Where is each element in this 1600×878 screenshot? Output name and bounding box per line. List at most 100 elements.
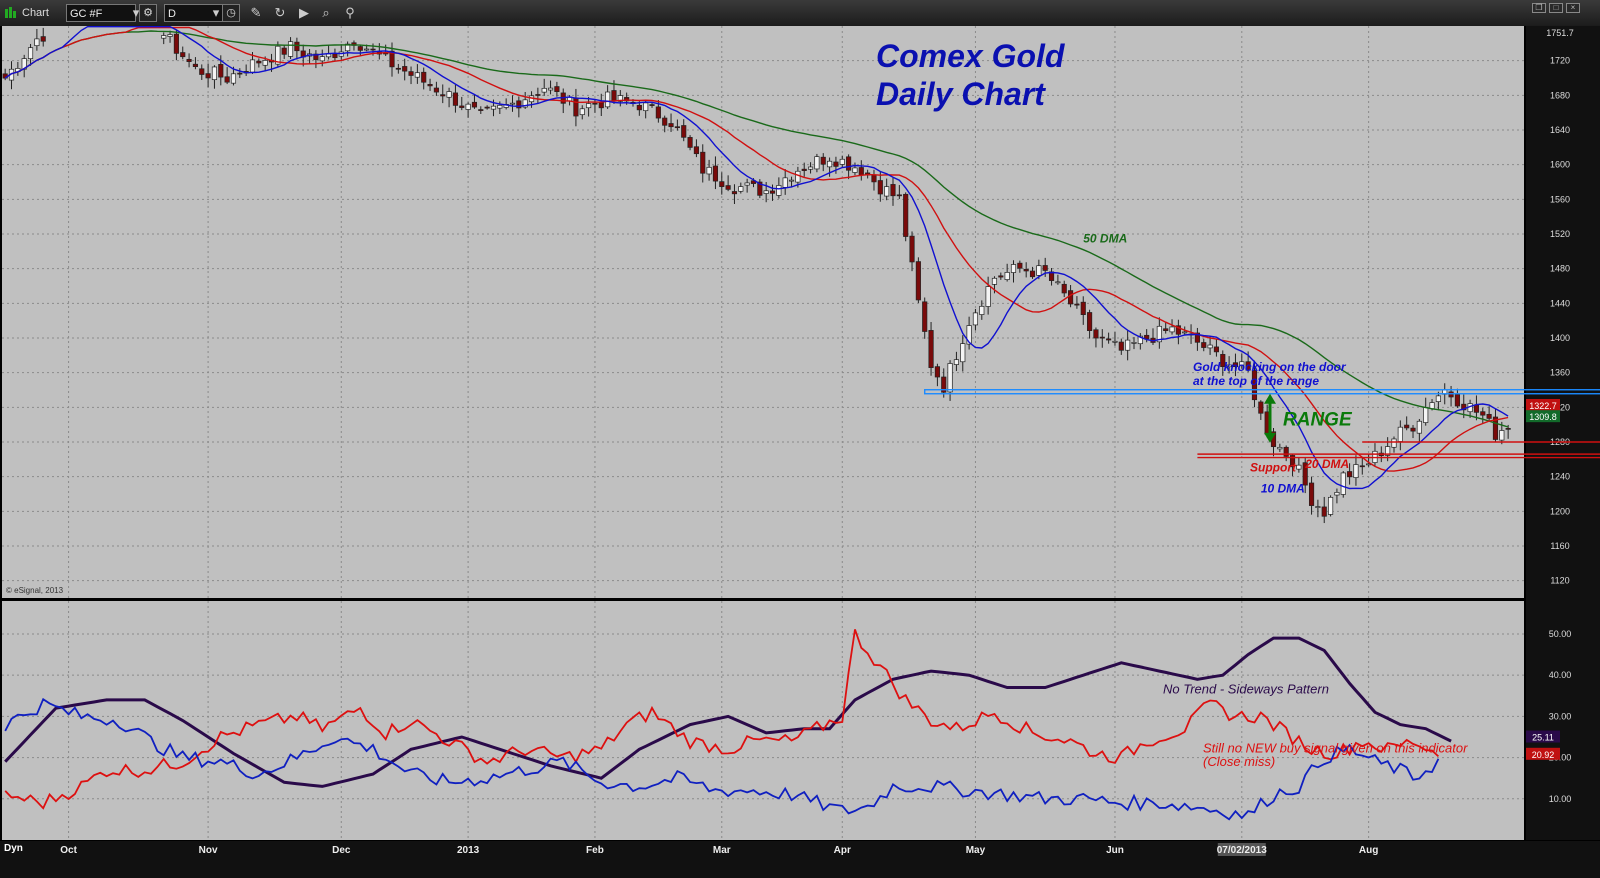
candle-body <box>313 53 319 60</box>
candle-body <box>547 87 554 91</box>
symbol-input[interactable]: GC #F <box>66 4 136 22</box>
candle-body <box>1131 342 1137 344</box>
y-tick-label: 1720 <box>1550 56 1570 66</box>
restore-window-icon[interactable]: ❐ <box>1532 3 1546 13</box>
candle-body <box>1118 341 1124 351</box>
candle-body <box>230 73 237 84</box>
candle-body <box>928 330 934 368</box>
candle-body <box>877 180 883 195</box>
candle-body <box>1385 446 1391 456</box>
indicator-tag-red-text: 20.92 <box>1532 750 1555 760</box>
candle-body <box>1391 438 1397 448</box>
pencil-icon[interactable]: ✎ <box>250 5 262 20</box>
indicator-tag-dark-text: 25.11 <box>1532 733 1554 743</box>
candle-body <box>852 167 858 173</box>
candle-body <box>319 56 325 62</box>
candle-body <box>490 105 497 110</box>
candle-body <box>281 47 287 55</box>
candle-body <box>465 103 471 110</box>
y-tick-label: 1360 <box>1550 368 1570 378</box>
candle-body <box>738 186 744 192</box>
price-annotation: 10 DMA <box>1261 481 1305 495</box>
candle-body <box>814 156 820 170</box>
candle-body <box>1308 482 1315 506</box>
candle-body <box>1486 413 1492 419</box>
candle-body <box>180 52 186 58</box>
candle-body <box>433 87 439 93</box>
indicator-tag-dark <box>1526 730 1560 743</box>
candle-body <box>947 363 953 393</box>
candle-body <box>934 366 940 378</box>
candle-body <box>1036 265 1042 276</box>
candle-body <box>750 180 757 184</box>
candle-body <box>1156 325 1162 343</box>
candle-body <box>364 48 370 51</box>
y-tick-label: 40.00 <box>1549 670 1572 680</box>
candle-body <box>1505 428 1511 430</box>
date-highlight <box>1217 843 1266 856</box>
y-tick-label: 1240 <box>1550 472 1570 482</box>
candle-body <box>1410 427 1416 432</box>
candle-body <box>807 166 814 170</box>
candle-body <box>719 181 725 187</box>
candle-body <box>1429 402 1435 409</box>
candle-body <box>636 104 642 111</box>
candle-body <box>1093 329 1099 339</box>
candle-body <box>541 87 547 93</box>
candle-body <box>884 186 890 197</box>
y-tick-label: 1120 <box>1550 576 1569 586</box>
candle-body <box>414 72 420 78</box>
candle-body <box>1404 424 1410 429</box>
candle-body <box>218 64 224 78</box>
clock-icon[interactable]: ◷ <box>222 4 240 22</box>
candle-body <box>1061 283 1067 294</box>
maximize-window-icon[interactable]: □ <box>1549 3 1563 13</box>
candle-body <box>966 325 972 345</box>
y-tick-label: 30.00 <box>1549 711 1572 721</box>
candle-body <box>1296 464 1302 470</box>
window-title: Chart <box>22 7 49 19</box>
gear-icon[interactable]: ⚙ <box>139 4 157 22</box>
candle-body <box>1435 395 1441 402</box>
candle-body <box>275 45 281 65</box>
symbol-dropdown-icon[interactable]: ▾ <box>132 5 140 20</box>
zoom-icon[interactable]: ⌕ <box>322 5 330 20</box>
price-annotation: Support <box>1250 460 1297 474</box>
y-tick-label: 1200 <box>1550 506 1570 516</box>
candle-body <box>1328 496 1334 515</box>
y-tick-label: 1520 <box>1550 229 1570 239</box>
candle-body <box>167 34 173 37</box>
candle-body <box>972 312 979 326</box>
candle-body <box>712 165 719 182</box>
candle-body <box>1232 362 1239 368</box>
candle-body <box>668 123 674 128</box>
top-price-label: 1751.7 <box>1546 28 1574 38</box>
candle-body <box>497 104 503 109</box>
candle-body <box>1239 361 1245 366</box>
candle-body <box>782 177 788 188</box>
interval-dropdown-icon[interactable]: ▾ <box>212 5 220 20</box>
indicator-annotation: Still no NEW buy signal given on this in… <box>1203 741 1468 756</box>
play-icon[interactable]: ▶ <box>299 5 309 20</box>
last-ma-tag <box>1526 410 1560 423</box>
last-price-tag-text: 1322.7 <box>1529 401 1557 411</box>
indicator-annotation: (Close miss) <box>1203 754 1275 769</box>
candle-body <box>186 58 192 62</box>
candle-body <box>1340 472 1346 495</box>
candle-body <box>731 191 738 195</box>
x-tick-label: May <box>966 845 986 856</box>
chart-title: Daily Chart <box>876 76 1046 112</box>
y-tick-label: 1560 <box>1550 194 1570 204</box>
candle-body <box>1454 394 1460 407</box>
link-icon[interactable]: ⚲ <box>345 5 355 20</box>
refresh-icon[interactable]: ↻ <box>274 5 286 20</box>
candle-body <box>1315 506 1321 508</box>
candle-body <box>725 185 731 190</box>
range-arrow-head-down <box>1264 432 1276 443</box>
candle-body <box>262 60 268 66</box>
close-window-icon[interactable]: × <box>1566 3 1580 13</box>
candle-body <box>693 146 699 155</box>
candle-body <box>1163 328 1169 331</box>
y-tick-label: 10.00 <box>1549 794 1572 804</box>
candle-body <box>769 190 776 194</box>
